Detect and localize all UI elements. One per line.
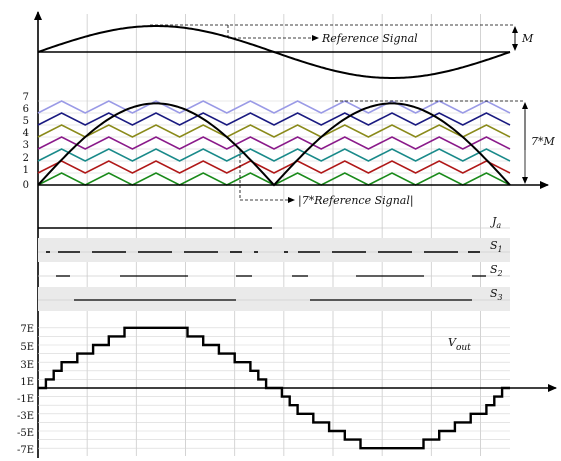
carrier-wave-1 [37,172,511,186]
carrier-wave-2 [37,160,511,174]
scaled-amplitude-label: 7*M [531,135,555,148]
carrier-tick-5: 5 [23,116,29,127]
switch-label-s2: S2 [490,263,503,278]
carrier-tick-1: 1 [23,165,29,176]
carrier-tick-6: 6 [23,104,29,115]
output-tick-minus-7e: -7E [17,445,34,456]
switching-panel: Ja S1 S2 S3 [38,215,510,311]
amplitude-m-label: M [521,32,534,45]
output-tick-minus-3e: -3E [17,411,34,422]
output-panel: 7E 5E 3E 1E -1E -3E -5E -7E Vout [17,324,557,456]
carrier-wave-4 [37,136,511,150]
switch-label-s1: S1 [490,239,503,254]
carrier-tick-7: 7 [23,92,29,103]
carrier-wave-5 [37,124,511,138]
switch-band-s1 [38,238,510,262]
carrier-tick-0: 0 [23,180,29,191]
reference-panel: Reference Signal M [37,24,534,79]
scaled-reference-label: |7*Reference Signal| [298,194,414,208]
output-tick-minus-5e: -5E [17,428,34,439]
reference-signal-label: Reference Signal [321,32,418,45]
carrier-wave-3 [37,148,511,162]
switch-label-s3: S3 [490,287,503,302]
reference-sine-wave [37,25,511,79]
vout-label: Vout [448,336,471,353]
carrier-wave-6 [37,112,511,126]
switch-band-s3 [38,287,510,311]
output-tick-7e: 7E [20,324,34,335]
carrier-tick-4: 4 [23,128,29,139]
carrier-tick-3: 3 [23,140,29,151]
carrier-tick-2: 2 [23,153,29,164]
carrier-wave-7 [37,100,511,114]
output-tick-1e: 1E [20,377,34,388]
output-tick-5e: 5E [20,342,34,353]
output-tick-3e: 3E [20,360,34,371]
vertical-gridlines [86,14,481,456]
output-tick-minus-1e: -1E [17,394,34,405]
carrier-waves [37,100,511,186]
carrier-panel: 7 6 5 4 3 2 1 0 7*M |7*Reference Signal| [23,92,556,208]
switch-label-ja: Ja [490,215,501,230]
